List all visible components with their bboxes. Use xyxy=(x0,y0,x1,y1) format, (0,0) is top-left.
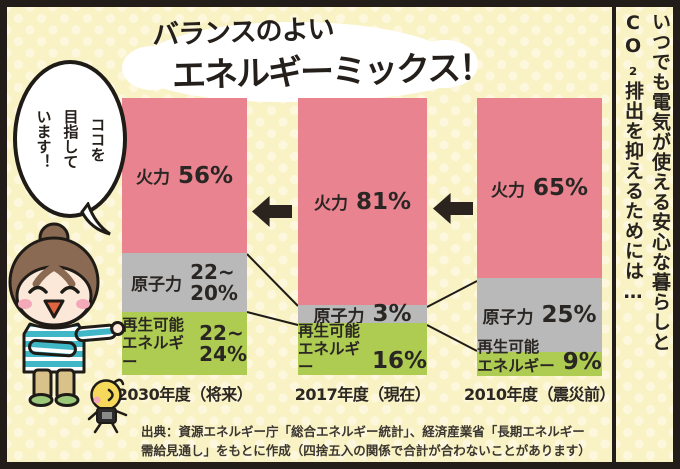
segment-value: 3% xyxy=(372,301,412,327)
stacked-bar-2017: 火力 81% 原子力 3% 再生可能 エネルギー 16% xyxy=(298,98,427,377)
segment-thermal-2030: 火力 56% xyxy=(122,98,247,253)
chick-head xyxy=(90,379,122,411)
shoe-left xyxy=(28,393,54,407)
chick-curl xyxy=(113,378,125,386)
segment-label: 原子力 xyxy=(131,275,183,295)
speech-bubble: ココを 目指して います！ xyxy=(13,60,127,218)
segment-renewable-2030: 再生可能 エネルギー 22~ 24% xyxy=(122,312,247,375)
hair-fringe xyxy=(32,263,76,288)
category-label-2030: 2030年度（将来） xyxy=(116,385,253,404)
segment-label: 再生可能 エネルギー xyxy=(122,316,185,371)
segment-thermal-2010: 火力 65% xyxy=(477,98,602,278)
segment-nuclear-2010: 原子力 25% xyxy=(477,278,602,352)
segment-label: 原子力 xyxy=(482,307,534,328)
closed-eye-right xyxy=(60,285,80,294)
segment-renewable-2010: 再生可能 エネルギー 9% xyxy=(477,338,602,376)
segment-value: 16% xyxy=(371,348,427,375)
woman-character xyxy=(8,222,125,407)
stacked-bar-2010: 火力 65% 原子力 25% 再生可能 エネルギー 9% xyxy=(477,98,602,376)
segment-thermal-2017: 火力 81% xyxy=(298,98,427,305)
chick-blush xyxy=(93,396,101,404)
source-note: 出典：資源エネルギー庁「総合エネルギー統計」、経済産業省「長期エネルギー 需給見… xyxy=(141,424,591,458)
chick-smile-eye xyxy=(107,388,114,402)
segment-label: 再生可能 エネルギー xyxy=(477,338,555,375)
segment-value: 25% xyxy=(541,302,597,328)
folded-arm xyxy=(28,338,77,358)
segment-value: 22~ 20% xyxy=(190,259,238,305)
chick-mascot-character xyxy=(87,378,128,434)
side-note-vertical-text: いつでも電気が使える安心な暮らしと CO₂排出を抑えるためには… xyxy=(622,12,671,352)
category-label-2010: 2010年度（震災前） xyxy=(463,385,616,404)
segment-value: 9% xyxy=(562,349,602,375)
shoe-right xyxy=(54,393,80,407)
segment-value: 81% xyxy=(355,188,412,215)
blush-left xyxy=(18,299,32,309)
segment-label: 原子力 xyxy=(313,306,365,327)
segment-nuclear-2030: 原子力 22~ 20% xyxy=(122,253,247,312)
speech-bubble-text: ココを 目指して います！ xyxy=(34,109,107,169)
page-title-line2: エネルギーミックス！ xyxy=(171,47,492,97)
segment-value: 22~ 24% xyxy=(199,320,247,366)
segment-renewable-2017: 再生可能 エネルギー 16% xyxy=(298,321,427,377)
chick-body-patch xyxy=(102,412,112,419)
open-mouth xyxy=(43,299,65,319)
pointing-arm xyxy=(74,321,125,343)
category-label-2017: 2017年度（現在） xyxy=(294,385,431,404)
segment-nuclear-2017: 原子力 3% xyxy=(298,301,427,327)
title-cloud-background xyxy=(122,22,478,102)
segment-label: 火力 xyxy=(135,168,170,188)
segment-label: 再生可能 エネルギー xyxy=(298,321,361,377)
segment-value: 65% xyxy=(532,175,589,201)
segment-value: 56% xyxy=(177,162,234,189)
chick-limbs xyxy=(87,409,128,434)
segment-label: 火力 xyxy=(313,194,348,214)
speech-bubble-tail-icon xyxy=(80,202,111,236)
side-panel-background xyxy=(616,7,673,462)
stacked-bar-2030: 火力 56% 原子力 22~ 20% 再生可能 エネルギー 22~ 24% xyxy=(122,98,247,375)
closed-eye-left xyxy=(28,285,48,294)
blush-right xyxy=(76,299,90,309)
segment-label: 火力 xyxy=(490,180,525,201)
